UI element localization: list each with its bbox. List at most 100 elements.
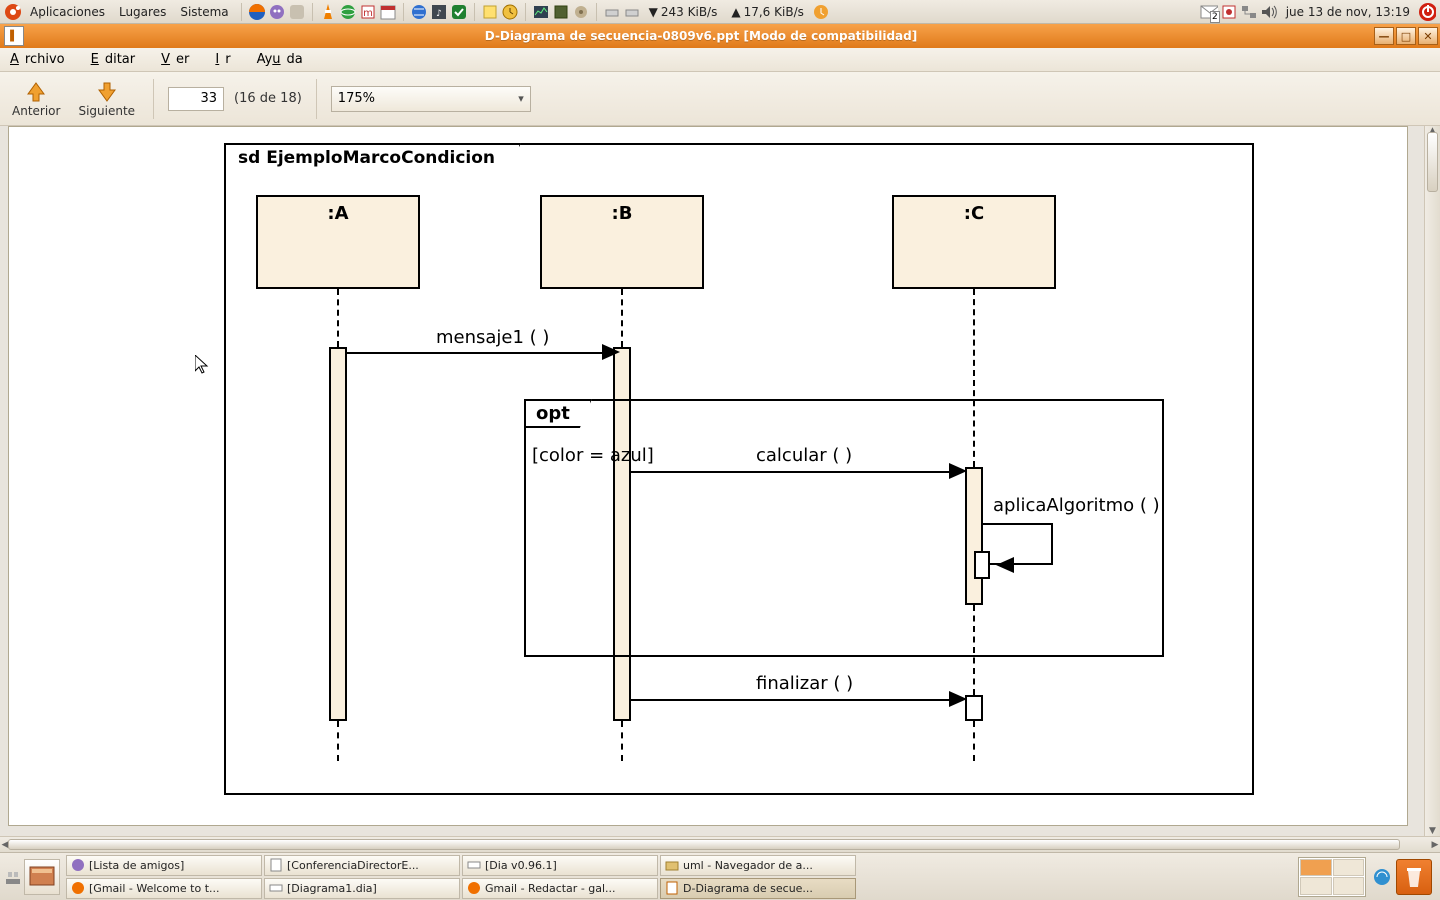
- document-icon: [269, 858, 283, 872]
- page-number-input[interactable]: [168, 87, 224, 111]
- self-loop: [983, 523, 1053, 565]
- page-count-label: (16 de 18): [234, 91, 302, 106]
- close-button[interactable]: ✕: [1418, 27, 1438, 45]
- activation-c-small: [965, 695, 983, 721]
- update-icon[interactable]: [812, 3, 830, 21]
- finalizar-line: [631, 699, 953, 701]
- svg-text:♪: ♪: [436, 9, 442, 19]
- opt-frame: opt: [524, 399, 1164, 657]
- ubuntu-logo-icon[interactable]: [4, 3, 22, 21]
- pidgin-icon[interactable]: [268, 3, 286, 21]
- taskbar: [Lista de amigos] [ConferenciaDirectorE.…: [66, 855, 1288, 899]
- lifeline-c-box: :C: [892, 195, 1056, 289]
- panel-separator: [312, 3, 313, 21]
- clock[interactable]: jue 13 de nov, 13:19: [1280, 1, 1416, 23]
- firefox-icon: [71, 881, 85, 895]
- activation-a: [329, 347, 347, 721]
- workspace-3[interactable]: [1300, 877, 1332, 895]
- firefox-icon[interactable]: [248, 3, 266, 21]
- next-button[interactable]: Siguiente: [74, 78, 139, 120]
- browser-icon[interactable]: [410, 3, 428, 21]
- drive2-icon[interactable]: [623, 3, 641, 21]
- volume-icon[interactable]: [1260, 3, 1278, 21]
- algoritmo-label: aplicaAlgoritmo ( ): [993, 495, 1160, 516]
- scroll-right-icon[interactable]: ▶: [1428, 837, 1440, 852]
- lifeline-c-dash3: [973, 721, 975, 761]
- menu-aplicaciones[interactable]: Aplicaciones: [24, 1, 111, 23]
- presence-icon[interactable]: [1220, 3, 1238, 21]
- mahjongg-icon[interactable]: m: [359, 3, 377, 21]
- panel-separator: [241, 3, 242, 21]
- workspace-4[interactable]: [1333, 877, 1365, 895]
- net-down-indicator: ▼ 243 KiB/s: [643, 1, 724, 23]
- applet-icon[interactable]: [1372, 868, 1390, 886]
- task-uml-browser[interactable]: uml - Navegador de a...: [660, 855, 856, 876]
- workspace-1[interactable]: [1300, 859, 1332, 877]
- firefox-icon: [467, 881, 481, 895]
- minimize-button[interactable]: —: [1374, 27, 1394, 45]
- task-gmail-redactar[interactable]: Gmail - Redactar - gal...: [462, 878, 658, 899]
- hide-windows-icon[interactable]: [4, 868, 22, 886]
- self-activation: [974, 551, 990, 579]
- horizontal-scrollbar[interactable]: ◀ ▶: [0, 836, 1440, 852]
- check-icon[interactable]: [450, 3, 468, 21]
- menu-sistema[interactable]: Sistema: [174, 1, 234, 23]
- document-area: sd EjemploMarcoCondicion :A :B :C: [0, 126, 1440, 836]
- panel-separator: [403, 3, 404, 21]
- vscroll-thumb[interactable]: [1427, 132, 1438, 192]
- trash-button[interactable]: [1396, 859, 1432, 895]
- toolbar-separator: [153, 79, 154, 119]
- document-viewport[interactable]: sd EjemploMarcoCondicion :A :B :C: [0, 126, 1424, 836]
- opt-label: opt: [524, 399, 592, 428]
- hscroll-thumb[interactable]: [8, 839, 1400, 850]
- task-dia[interactable]: [Dia v0.96.1]: [462, 855, 658, 876]
- msg1-line: [347, 352, 605, 354]
- document-icon: ▌: [4, 26, 24, 46]
- net-down-value: 243 KiB/s: [661, 5, 717, 19]
- sequence-diagram-frame: sd EjemploMarcoCondicion :A :B :C: [224, 143, 1254, 795]
- workspace-2[interactable]: [1333, 859, 1365, 877]
- show-desktop-button[interactable]: [24, 859, 60, 895]
- impress-icon: [665, 881, 679, 895]
- gear-icon[interactable]: [572, 3, 590, 21]
- guard-label: [color = azul]: [532, 445, 654, 466]
- self-arrow: [996, 557, 1014, 573]
- workspace-switcher[interactable]: [1298, 857, 1366, 897]
- task-conferencia[interactable]: [ConferenciaDirectorE...: [264, 855, 460, 876]
- sysmon-icon[interactable]: [532, 3, 550, 21]
- lifeline-b-box: :B: [540, 195, 704, 289]
- pidgin-icon: [71, 858, 85, 872]
- app-icon[interactable]: [288, 3, 306, 21]
- shutdown-icon[interactable]: [1418, 3, 1436, 21]
- menu-ver[interactable]: Ver: [155, 50, 201, 69]
- slide-page: sd EjemploMarcoCondicion :A :B :C: [8, 126, 1408, 826]
- task-d-diagrama[interactable]: D-Diagrama de secue...: [660, 878, 856, 899]
- gnome-bottom-panel: [Lista de amigos] [ConferenciaDirectorE.…: [0, 852, 1440, 900]
- prev-button[interactable]: Anterior: [8, 78, 64, 120]
- folder-icon: [665, 858, 679, 872]
- menu-ir[interactable]: Ir: [209, 50, 242, 69]
- note-icon[interactable]: [481, 3, 499, 21]
- cpu-icon[interactable]: [552, 3, 570, 21]
- vertical-scrollbar[interactable]: ▲ ▼: [1424, 126, 1440, 836]
- maximize-button[interactable]: □: [1396, 27, 1416, 45]
- calendar-icon[interactable]: [379, 3, 397, 21]
- zoom-select[interactable]: 175% ▾: [331, 86, 531, 112]
- clock-applet-icon[interactable]: [501, 3, 519, 21]
- task-lista-amigos[interactable]: [Lista de amigos]: [66, 855, 262, 876]
- menu-ayuda[interactable]: Ayuda: [251, 50, 315, 69]
- menu-lugares[interactable]: Lugares: [113, 1, 172, 23]
- task-gmail-welcome[interactable]: [Gmail - Welcome to t...: [66, 878, 262, 899]
- mail-icon[interactable]: 2: [1200, 3, 1218, 21]
- vlc-icon[interactable]: [319, 3, 337, 21]
- menu-editar[interactable]: Editar: [85, 50, 148, 69]
- globe-icon[interactable]: [339, 3, 357, 21]
- menu-archivo-label: rchivo: [19, 50, 71, 69]
- window-title: D-Diagrama de secuencia-0809v6.ppt [Modo…: [28, 29, 1374, 43]
- drive1-icon[interactable]: [603, 3, 621, 21]
- tray-area: [1294, 857, 1436, 897]
- network-icon[interactable]: [1240, 3, 1258, 21]
- menu-archivo[interactable]: Archivo: [4, 50, 77, 69]
- task-diagrama1[interactable]: [Diagrama1.dia]: [264, 878, 460, 899]
- music-icon[interactable]: ♪: [430, 3, 448, 21]
